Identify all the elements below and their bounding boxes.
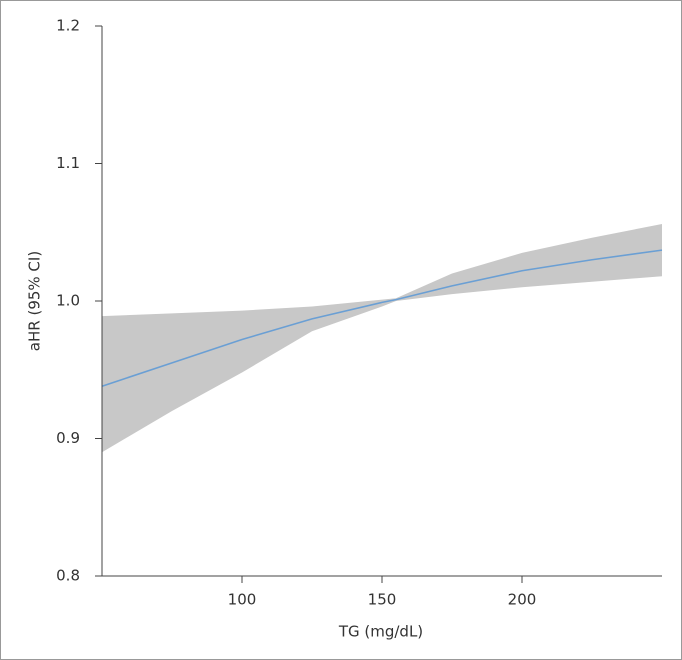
y-axis-label: aHR (95% CI) <box>26 251 44 351</box>
line <box>101 249 663 388</box>
x-tick-label: 100 <box>228 591 257 609</box>
y-tick-label: 1.2 <box>56 17 80 35</box>
plot-area <box>101 224 663 453</box>
y-tick-label: 0.9 <box>56 429 80 447</box>
y-tick-label: 1.0 <box>56 292 80 310</box>
y-tick-label: 0.8 <box>56 567 80 585</box>
confidence-band <box>102 224 662 453</box>
x-axis-label: TG (mg/dL) <box>338 623 423 641</box>
y-tick-label: 1.1 <box>56 154 80 172</box>
x-tick-label: 200 <box>508 591 537 609</box>
x-tick-label: 150 <box>368 591 397 609</box>
